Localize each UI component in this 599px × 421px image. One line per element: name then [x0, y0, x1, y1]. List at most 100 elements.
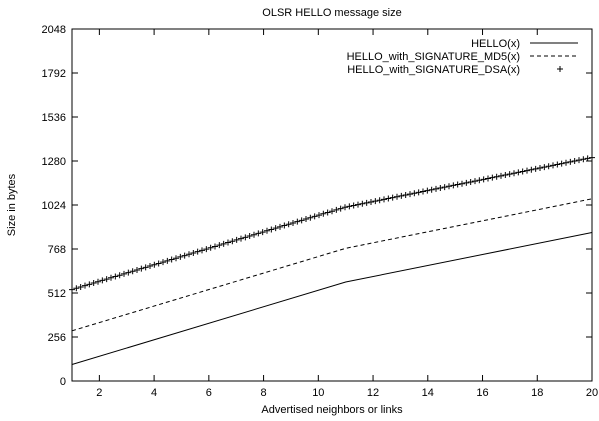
data-point: [99, 277, 106, 284]
data-point: [524, 167, 530, 174]
data-point: [316, 212, 322, 219]
y-tick-label: 256: [48, 332, 66, 344]
data-point: [116, 272, 123, 279]
y-axis-title: Size in bytes: [6, 173, 18, 236]
data-point: [125, 269, 132, 276]
data-point: [233, 236, 240, 243]
data-point: [545, 163, 552, 170]
data-point: [251, 231, 257, 238]
data-point: [385, 195, 392, 202]
x-tick-label: 18: [531, 387, 543, 399]
x-tick-label: 14: [422, 387, 434, 399]
data-point: [86, 281, 93, 288]
data-point: [69, 286, 75, 293]
data-point: [480, 176, 487, 183]
data-point: [212, 243, 218, 250]
data-point: [329, 208, 335, 215]
series-1: [71, 232, 593, 365]
data-point: [199, 247, 205, 254]
data-point: [333, 206, 340, 213]
chart-title: OLSR HELLO message size: [262, 7, 401, 19]
data-point: [554, 161, 561, 168]
data-point: [320, 210, 327, 217]
series-3: [69, 154, 595, 293]
data-point: [160, 259, 166, 266]
x-tick-label: 16: [476, 387, 488, 399]
data-point: [515, 169, 522, 176]
data-point: [506, 171, 513, 178]
data-point: [207, 244, 214, 251]
legend-swatch: [557, 66, 563, 72]
x-tick-label: 12: [367, 387, 379, 399]
y-tick-label: 768: [48, 244, 66, 256]
data-point: [411, 190, 418, 197]
data-point: [502, 171, 509, 178]
data-point: [73, 285, 80, 292]
data-point: [541, 164, 548, 171]
data-point: [203, 246, 210, 253]
data-point: [324, 209, 331, 216]
y-tick-label: 1024: [42, 200, 66, 212]
data-point: [537, 165, 543, 172]
data-point: [121, 270, 127, 277]
data-point: [428, 186, 435, 193]
data-point: [584, 155, 591, 162]
y-tick-label: 1536: [42, 112, 66, 124]
data-point: [398, 192, 405, 199]
data-point: [420, 188, 426, 195]
data-point: [441, 184, 448, 191]
data-point: [216, 242, 223, 249]
data-point: [190, 249, 197, 256]
legend-item: HELLO_with_SIGNATURE_MD5(x): [347, 51, 578, 63]
data-point: [389, 194, 396, 201]
data-point: [290, 219, 296, 226]
data-point: [112, 273, 119, 280]
data-point: [259, 229, 266, 236]
data-point: [489, 174, 496, 181]
data-point: [342, 204, 348, 211]
y-tick-label: 1280: [42, 156, 66, 168]
data-point: [567, 158, 574, 165]
series-layer: [69, 154, 595, 365]
y-tick-label: 512: [48, 288, 66, 300]
data-point: [255, 230, 262, 237]
data-point: [381, 196, 387, 203]
y-tick-label: 1792: [42, 68, 66, 80]
data-point: [372, 198, 379, 205]
data-point: [181, 252, 188, 259]
data-point: [550, 162, 556, 169]
data-point: [346, 203, 353, 210]
data-point: [151, 261, 158, 268]
data-point: [285, 221, 292, 228]
y-tick-label: 2048: [42, 24, 66, 36]
legend-label: HELLO_with_SIGNATURE_DSA(x): [347, 64, 520, 76]
x-tick-label: 6: [206, 387, 212, 399]
x-tick-label: 20: [586, 387, 598, 399]
data-point: [519, 168, 526, 175]
data-point: [311, 213, 318, 220]
data-point: [90, 280, 97, 287]
legend-label: HELLO(x): [471, 38, 520, 50]
legend-item: HELLO(x): [471, 38, 578, 50]
data-point: [294, 218, 301, 225]
data-point: [337, 205, 344, 212]
data-point: [108, 274, 114, 281]
data-point: [363, 199, 370, 206]
data-point: [493, 173, 500, 180]
data-point: [186, 251, 192, 258]
y-tick-label: 0: [60, 376, 66, 388]
x-tick-label: 4: [151, 387, 157, 399]
data-point: [168, 256, 175, 263]
data-point: [476, 177, 483, 184]
data-point: [454, 181, 461, 188]
data-point: [355, 201, 361, 208]
data-point: [164, 257, 171, 264]
data-point: [376, 197, 383, 204]
data-point: [589, 154, 595, 161]
data-point: [129, 268, 136, 275]
data-point: [463, 179, 470, 186]
data-point: [242, 234, 249, 241]
data-point: [103, 276, 110, 283]
data-point: [532, 165, 539, 172]
